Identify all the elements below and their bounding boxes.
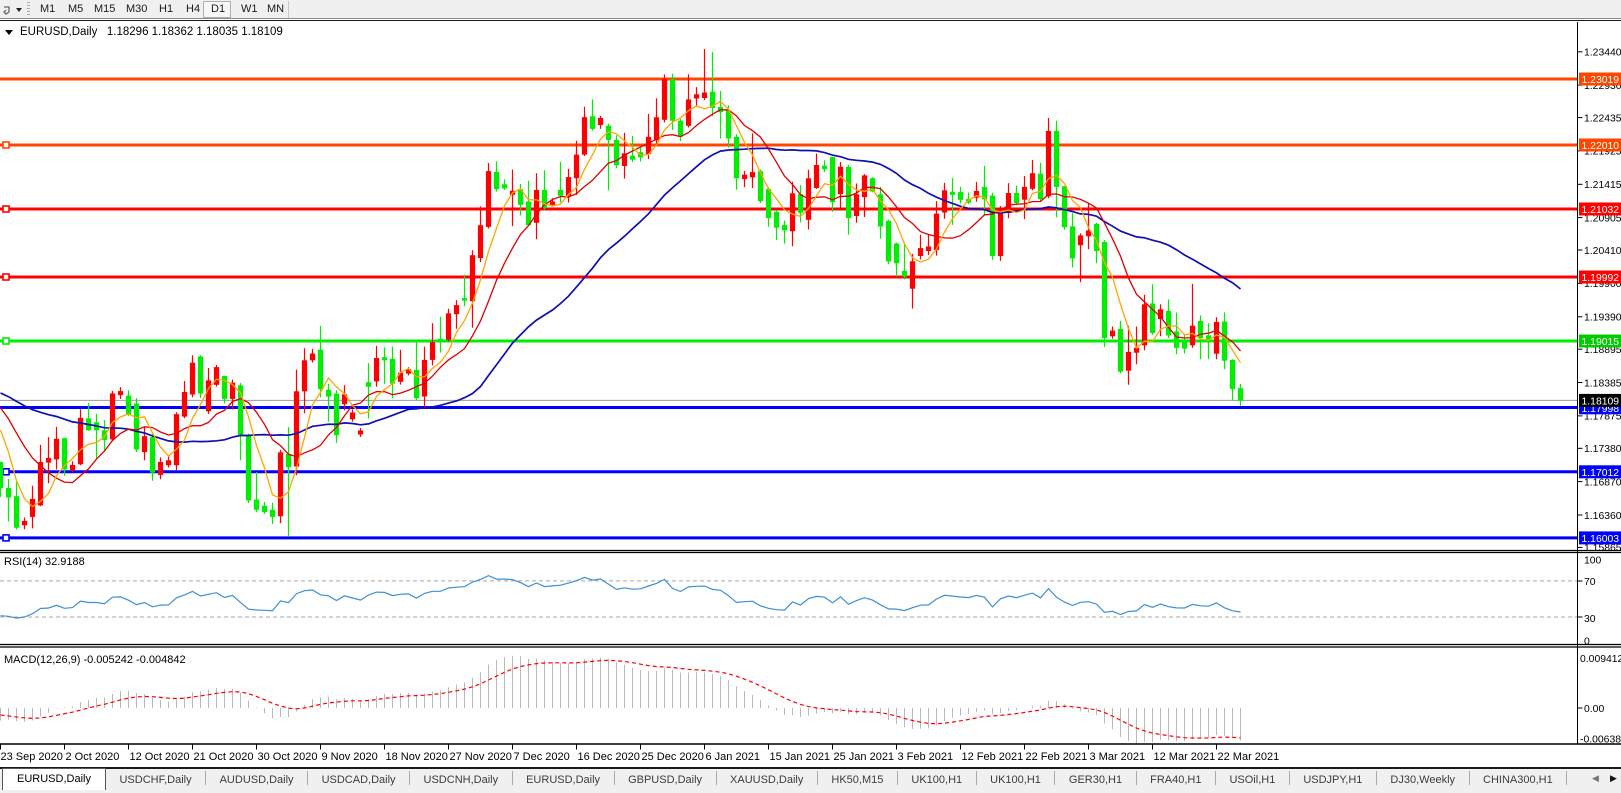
svg-text:100: 100: [1584, 555, 1602, 566]
svg-text:1.20905: 1.20905: [1584, 213, 1621, 224]
svg-text:12 Feb 2021: 12 Feb 2021: [962, 751, 1024, 763]
svg-text:0.00: 0.00: [1584, 704, 1604, 715]
svg-text:1.16003: 1.16003: [1582, 534, 1620, 545]
svg-text:1.15865: 1.15865: [1584, 543, 1621, 554]
svg-text:3 Feb 2021: 3 Feb 2021: [898, 751, 954, 763]
svg-text:1.18385: 1.18385: [1584, 378, 1621, 389]
svg-text:12 Oct 2020: 12 Oct 2020: [130, 751, 190, 763]
svg-text:-0.006386: -0.006386: [1580, 734, 1621, 745]
svg-text:1.16360: 1.16360: [1584, 511, 1621, 522]
svg-text:27 Nov 2020: 27 Nov 2020: [450, 751, 512, 763]
svg-text:1.17998: 1.17998: [1582, 404, 1620, 415]
svg-text:9 Nov 2020: 9 Nov 2020: [322, 751, 378, 763]
svg-text:1.19900: 1.19900: [1584, 279, 1621, 290]
svg-text:2 Oct 2020: 2 Oct 2020: [66, 751, 120, 763]
svg-text:6 Jan 2021: 6 Jan 2021: [706, 751, 760, 763]
svg-text:1.18109: 1.18109: [1582, 397, 1620, 408]
svg-text:1.21925: 1.21925: [1584, 147, 1621, 158]
svg-text:1.23440: 1.23440: [1584, 48, 1621, 59]
svg-text:1.17012: 1.17012: [1582, 468, 1620, 479]
svg-text:1.17380: 1.17380: [1584, 444, 1621, 455]
svg-text:1.22010: 1.22010: [1582, 141, 1620, 152]
svg-text:1.20410: 1.20410: [1584, 246, 1621, 257]
svg-text:1.19015: 1.19015: [1582, 337, 1620, 348]
svg-text:7 Dec 2020: 7 Dec 2020: [514, 751, 570, 763]
svg-text:12 Mar 2021: 12 Mar 2021: [1154, 751, 1216, 763]
svg-text:16 Dec 2020: 16 Dec 2020: [578, 751, 640, 763]
svg-text:1.17875: 1.17875: [1584, 412, 1621, 423]
svg-text:1.19390: 1.19390: [1584, 313, 1621, 324]
svg-text:3 Mar 2021: 3 Mar 2021: [1090, 751, 1146, 763]
svg-text:25 Dec 2020: 25 Dec 2020: [642, 751, 704, 763]
svg-text:30: 30: [1584, 614, 1596, 625]
svg-text:70: 70: [1584, 577, 1596, 588]
svg-text:1.22930: 1.22930: [1584, 81, 1621, 92]
svg-text:15 Jan 2021: 15 Jan 2021: [770, 751, 831, 763]
svg-text:1.16870: 1.16870: [1584, 477, 1621, 488]
svg-text:18 Nov 2020: 18 Nov 2020: [386, 751, 448, 763]
svg-text:1.18895: 1.18895: [1584, 345, 1621, 356]
svg-text:1.23019: 1.23019: [1582, 75, 1620, 86]
svg-text:22 Feb 2021: 22 Feb 2021: [1026, 751, 1088, 763]
svg-text:0: 0: [1584, 636, 1590, 647]
svg-text:25 Jan 2021: 25 Jan 2021: [834, 751, 895, 763]
svg-text:1.21032: 1.21032: [1582, 205, 1620, 216]
svg-text:0.009412: 0.009412: [1580, 654, 1621, 665]
svg-text:1.21415: 1.21415: [1584, 180, 1621, 191]
svg-text:1.19992: 1.19992: [1582, 273, 1620, 284]
svg-text:30 Oct 2020: 30 Oct 2020: [258, 751, 318, 763]
svg-text:23 Sep 2020: 23 Sep 2020: [1, 751, 63, 763]
svg-text:22 Mar 2021: 22 Mar 2021: [1218, 751, 1280, 763]
svg-text:1.22435: 1.22435: [1584, 113, 1621, 124]
svg-text:21 Oct 2020: 21 Oct 2020: [194, 751, 254, 763]
